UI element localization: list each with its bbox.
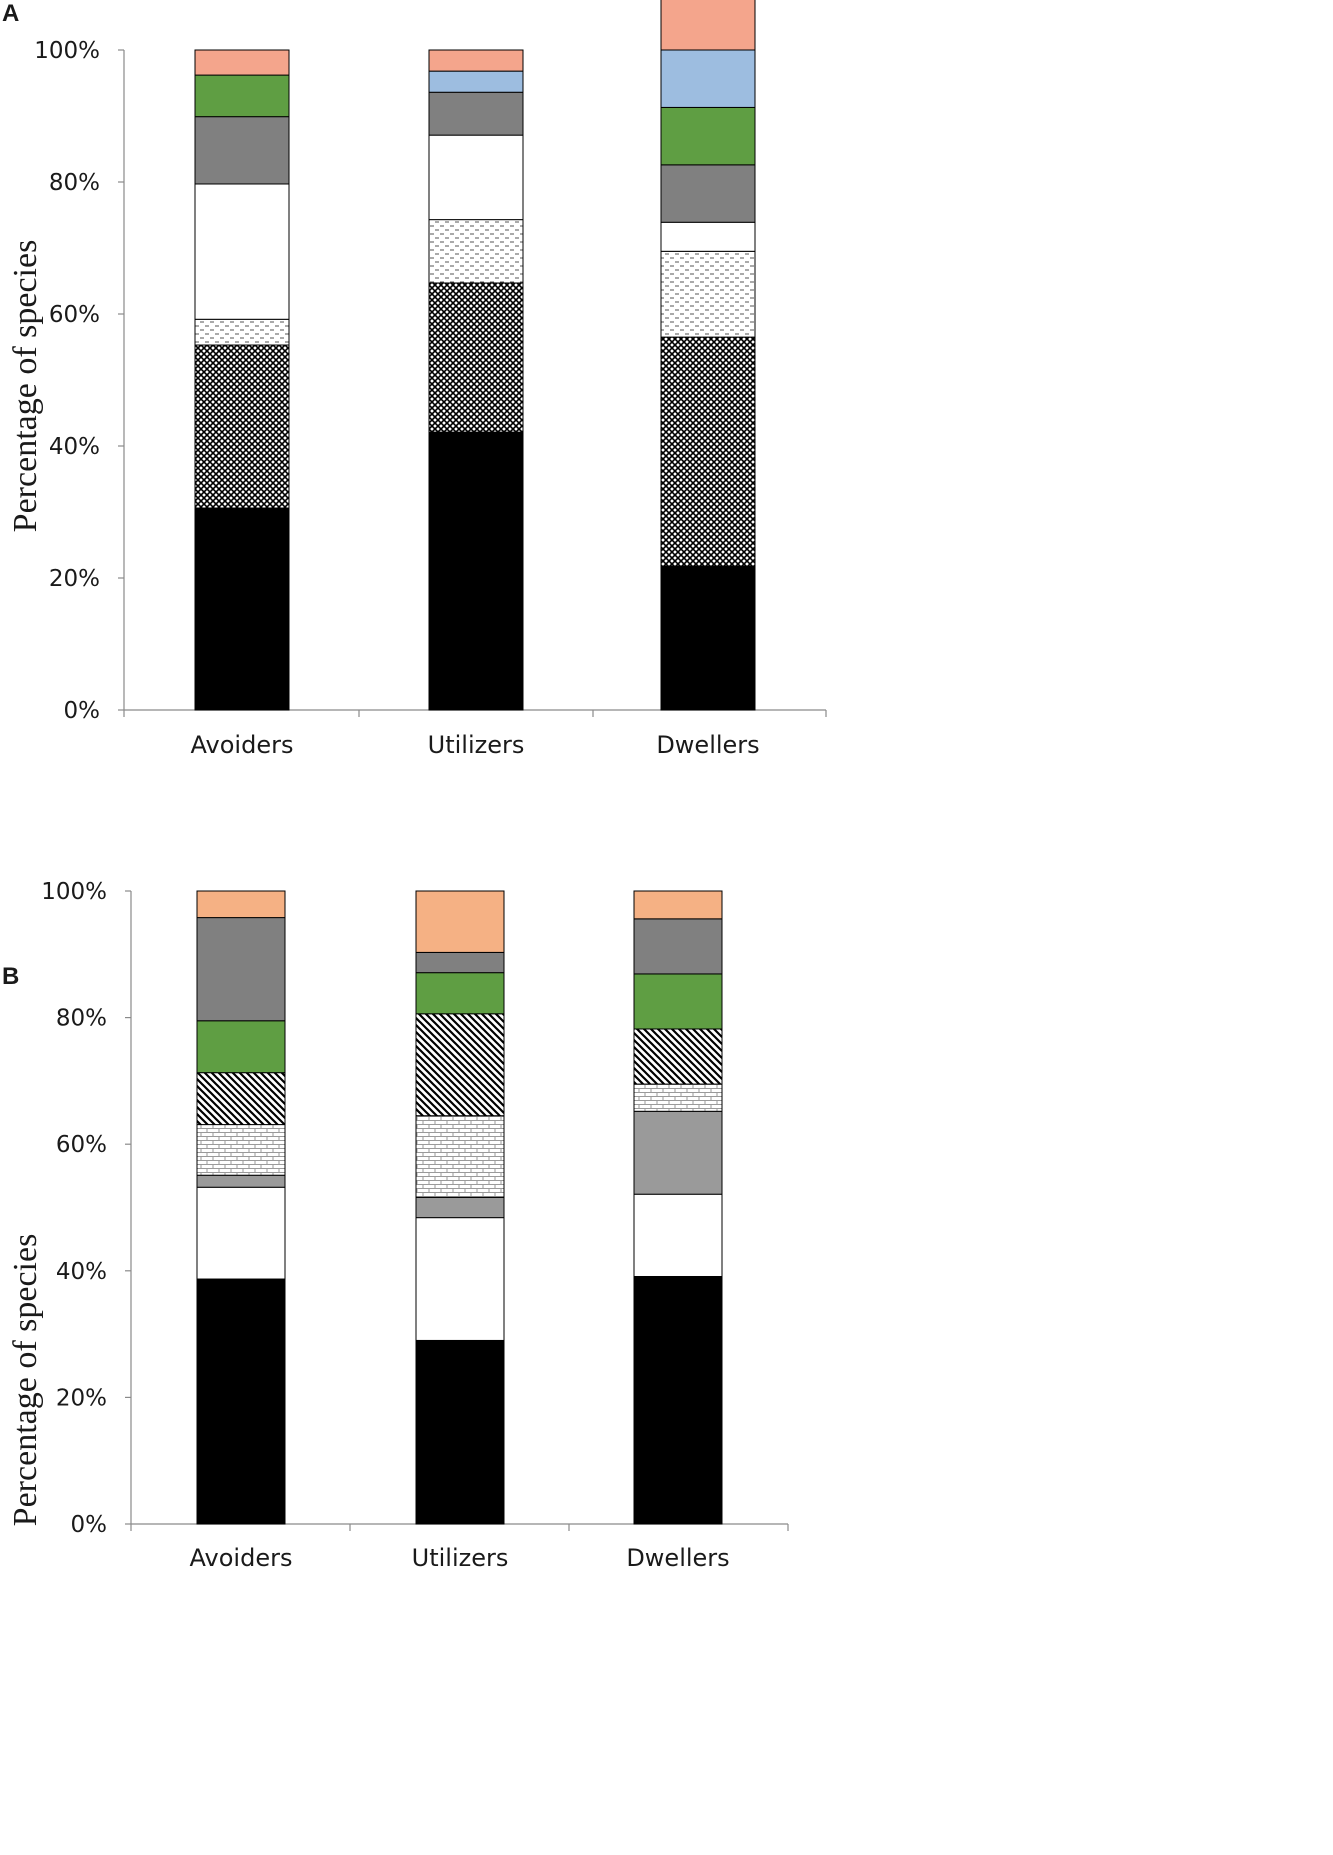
- bar-segment: [196, 917, 286, 1022]
- bar-segment: [196, 1020, 286, 1074]
- y-tick-label: 100%: [34, 38, 100, 64]
- bar-segment: [633, 1275, 723, 1525]
- y-tick-label: 0%: [71, 1512, 108, 1538]
- x-category-label: Dwellers: [626, 1544, 729, 1572]
- bar-segment: [633, 918, 723, 975]
- bar-segment: [633, 1083, 723, 1112]
- y-tick-label: 0%: [64, 698, 101, 724]
- y-tick-label: 60%: [56, 1132, 107, 1158]
- panel-a: A Percentage of species 0% 20% 40% 60% 80% 10…: [2, 0, 827, 759]
- bar-segment: [194, 116, 290, 185]
- bar-segment: [428, 134, 524, 221]
- bar-segment: [660, 0, 756, 51]
- y-tick-label: 20%: [56, 1385, 107, 1411]
- bar-segment: [428, 219, 524, 284]
- y-tick-label: 80%: [56, 1006, 107, 1032]
- bar-segment: [194, 183, 290, 320]
- bar-segment: [415, 951, 505, 974]
- bar-segment: [633, 1028, 723, 1085]
- bar-segment: [660, 106, 756, 166]
- panel-b-letter: B: [2, 963, 19, 990]
- bar-segment: [415, 1013, 505, 1117]
- bar-segment: [194, 507, 290, 711]
- bar-segment: [428, 70, 524, 93]
- bar-segment: [660, 221, 756, 252]
- bar-segment: [660, 250, 756, 338]
- y-tick-label: 20%: [49, 566, 100, 592]
- bar-segment: [660, 336, 756, 567]
- bar-segment: [194, 49, 290, 76]
- panel-a-letter: A: [2, 0, 19, 27]
- bar-segment: [194, 74, 290, 118]
- panel-a-y-axis-label: Percentage of species: [7, 240, 44, 533]
- bar-segment: [415, 1115, 505, 1198]
- bar-segment: [633, 1193, 723, 1277]
- bar-segment: [428, 282, 524, 433]
- bar-segment: [194, 344, 290, 509]
- bar-segment: [415, 1339, 505, 1525]
- bar-segment: [196, 1186, 286, 1280]
- bar-segment: [196, 890, 286, 919]
- bar-segment: [415, 1196, 505, 1219]
- panel-b-y-axis-label: Percentage of species: [7, 1234, 44, 1527]
- bar-segment: [633, 1110, 723, 1195]
- bar-segment: [196, 1174, 286, 1188]
- bar-segment: [415, 1217, 505, 1341]
- bar-segment: [633, 973, 723, 1030]
- y-tick-label: 60%: [49, 302, 100, 328]
- bar-segment: [415, 890, 505, 953]
- panel-b: B Percentage of species 0% 20% 40% 60% 80% 10…: [2, 879, 789, 1572]
- bar-segment: [660, 565, 756, 711]
- y-tick-label: 40%: [49, 434, 100, 460]
- bar-segment: [660, 49, 756, 108]
- bar-segment: [194, 318, 290, 346]
- x-category-label: Avoiders: [191, 731, 294, 759]
- bar-segment: [196, 1278, 286, 1525]
- bar-segment: [428, 49, 524, 72]
- x-category-label: Dwellers: [656, 731, 759, 759]
- y-tick-label: 100%: [41, 879, 107, 905]
- bar-segment: [633, 890, 723, 920]
- x-category-label: Avoiders: [190, 1544, 293, 1572]
- bar-segment: [660, 164, 756, 223]
- bar-segment: [415, 972, 505, 1015]
- y-tick-label: 80%: [49, 170, 100, 196]
- bar-segment: [428, 91, 524, 136]
- bar-segment: [428, 431, 524, 711]
- x-category-label: Utilizers: [428, 731, 525, 759]
- bar-segment: [196, 1124, 286, 1176]
- bar-segment: [196, 1072, 286, 1126]
- panel-a-plot: 0% 20% 40% 60% 80% 100% Avoiders Utilizers Dwell…: [34, 0, 827, 759]
- x-category-label: Utilizers: [412, 1544, 509, 1572]
- panel-b-plot: 0% 20% 40% 60% 80% 100% Avoiders Utilizers Dwell…: [41, 879, 789, 1572]
- y-tick-label: 40%: [56, 1259, 107, 1285]
